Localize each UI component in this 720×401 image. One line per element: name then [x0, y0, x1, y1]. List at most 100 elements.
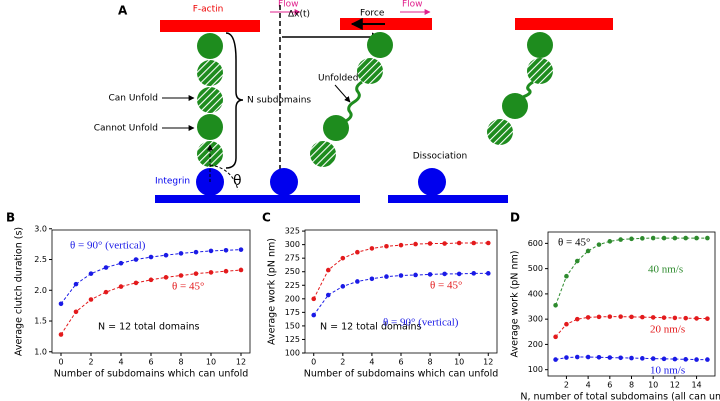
actin-bar [515, 18, 613, 30]
data-point [58, 332, 64, 337]
x-tick-label: 6 [607, 381, 612, 390]
label: Δx(t) [288, 10, 310, 20]
label: Dissociation [413, 152, 468, 162]
data-point [607, 355, 613, 360]
data-point [705, 235, 710, 241]
label: N subdomains [247, 96, 311, 106]
data-point [607, 314, 613, 319]
data-point [398, 273, 404, 278]
data-point [564, 321, 569, 327]
label: Integrin [155, 177, 190, 187]
data-point [705, 357, 710, 362]
arrow [334, 84, 351, 103]
data-point [73, 309, 79, 315]
data-point [574, 316, 580, 322]
data-point [133, 280, 139, 286]
data-point [650, 356, 656, 361]
x-tick-label: 4 [586, 381, 591, 390]
data-point [596, 355, 602, 360]
x-axis-label: Number of subdomains which can unfold [304, 369, 499, 380]
data-point [103, 289, 109, 295]
data-point [456, 271, 462, 277]
domain [367, 32, 393, 58]
data-point [208, 248, 214, 254]
x-tick-label: 6 [398, 358, 403, 367]
data-point [148, 254, 154, 260]
data-point [683, 357, 689, 362]
domain [527, 32, 553, 58]
y-tick-label: 300 [528, 315, 543, 324]
y-axis-label: Average clutch duration (s) [14, 227, 25, 356]
data-point [163, 275, 169, 280]
x-tick-label: 2 [340, 358, 345, 367]
data-point [238, 267, 244, 273]
data-point [618, 314, 623, 319]
domain [357, 58, 383, 84]
y-tick-label: 325 [285, 227, 300, 236]
plot-frame [547, 231, 716, 377]
data-point [661, 315, 667, 320]
data-point [683, 235, 689, 241]
y-tick-label: 1.0 [34, 347, 47, 356]
data-point [694, 235, 699, 241]
y-tick-label: 500 [528, 264, 543, 273]
label: Unfolded [318, 74, 358, 84]
x-tick-label: 4 [369, 358, 374, 367]
y-tick-label: 175 [285, 308, 300, 317]
x-tick-label: 12 [236, 358, 246, 367]
data-point [640, 356, 645, 361]
data-point [629, 236, 634, 242]
panel-label: A [118, 4, 128, 18]
data-point [640, 236, 645, 241]
base-bar [238, 195, 360, 203]
data-point [694, 316, 699, 321]
data-point [148, 277, 154, 283]
label: Force [360, 9, 385, 19]
data-point [629, 314, 634, 320]
data-point [163, 252, 169, 258]
x-tick-label: 0 [58, 358, 63, 367]
data-point [223, 268, 229, 274]
y-tick-label: 225 [285, 281, 300, 290]
data-point [585, 315, 591, 320]
y-tick-label: 300 [285, 240, 300, 249]
x-tick-label: 4 [118, 358, 123, 367]
data-point [661, 356, 667, 362]
data-point [103, 265, 109, 270]
annotation: θ = 45° [558, 237, 590, 249]
label: Flow [278, 0, 299, 10]
y-tick-label: 250 [285, 267, 300, 276]
integrin [270, 168, 298, 196]
series-label: 10 nm/s [650, 365, 685, 377]
data-point [585, 354, 591, 360]
actin-bar [340, 18, 432, 30]
brace [225, 32, 244, 169]
data-point [413, 272, 418, 278]
y-tick-label: 150 [285, 321, 300, 330]
x-tick-label: 14 [691, 381, 701, 390]
angle-arc [209, 164, 239, 191]
series-label: θ = 90° (vertical) [70, 240, 146, 252]
data-point [88, 271, 94, 276]
data-point [672, 356, 678, 362]
data-point [618, 355, 623, 361]
x-tick-label: 10 [648, 381, 658, 390]
actin-bar [160, 20, 260, 32]
data-point [553, 302, 558, 308]
data-point [661, 235, 667, 241]
data-point [650, 235, 656, 241]
integrin [418, 168, 446, 196]
data-point [384, 274, 389, 279]
data-point [133, 257, 139, 262]
data-point [398, 242, 404, 248]
x-tick-label: 12 [483, 358, 493, 367]
y-tick-label: 2.5 [34, 255, 47, 264]
domain [197, 60, 223, 86]
data-point [705, 316, 710, 321]
panel-label: C [262, 211, 271, 225]
data-point [311, 312, 317, 318]
data-point [485, 271, 491, 276]
data-point [629, 355, 634, 361]
